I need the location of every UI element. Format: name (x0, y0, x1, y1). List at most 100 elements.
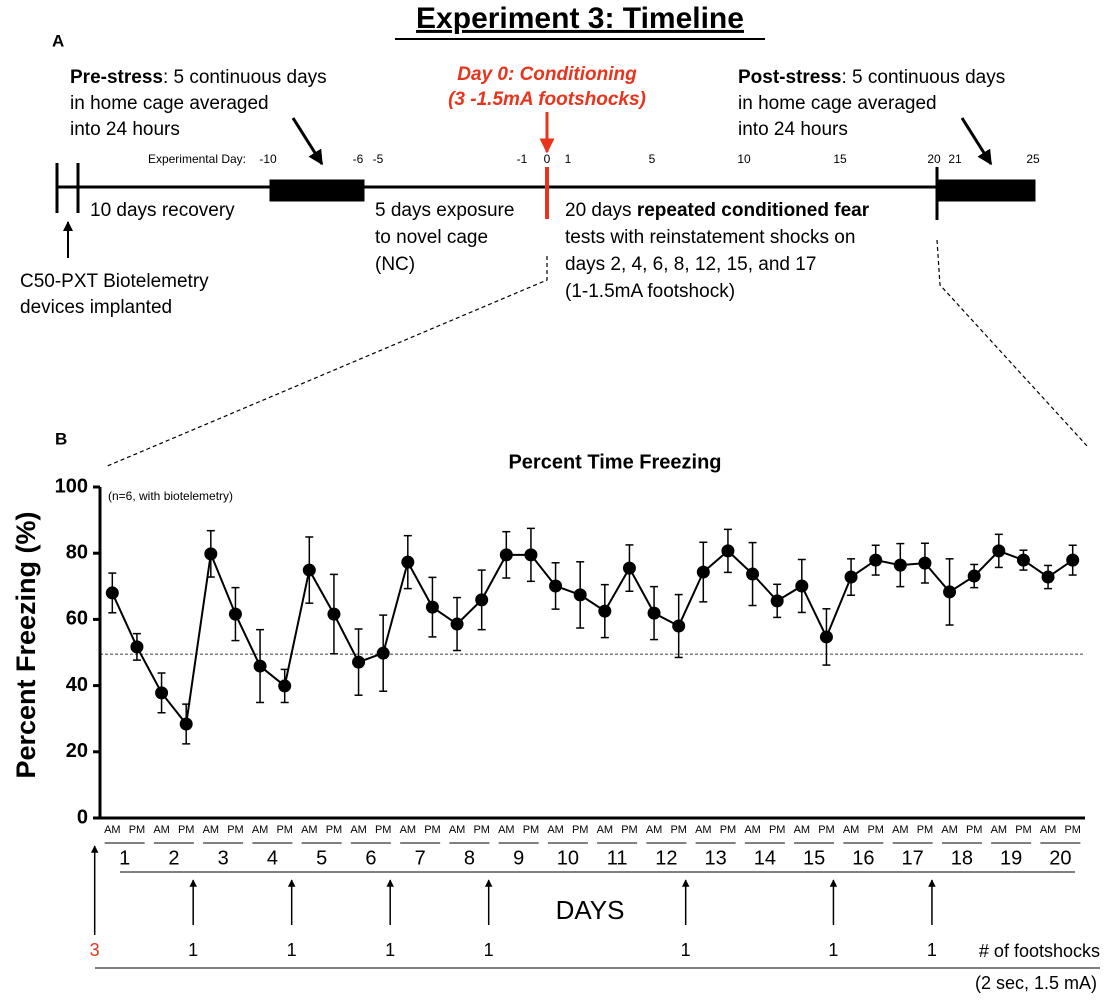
data-point (524, 548, 538, 562)
repeated-bold: repeated conditioned fear (637, 200, 870, 221)
x-tick-label: AM (991, 824, 1008, 836)
day-tick-label: 0 (544, 152, 551, 166)
data-point (1041, 570, 1055, 584)
post-stress-line: in home cage averaged (738, 93, 937, 114)
x-tick-label: AM (203, 824, 220, 836)
day-tick-label: 1 (565, 152, 572, 166)
x-tick-label: AM (400, 824, 417, 836)
day-label: 2 (168, 847, 179, 869)
day-tick-label: -6 (353, 152, 364, 166)
day-label: 3 (218, 847, 229, 869)
implant-text: C50-PXT Biotelemetry (20, 271, 209, 292)
day-label: 17 (902, 847, 924, 869)
day-tick-label: 15 (833, 152, 847, 166)
day-label: 19 (1000, 847, 1022, 869)
data-point (130, 640, 144, 654)
panel-label: B (55, 429, 67, 448)
arrow (291, 117, 324, 166)
data-point (598, 604, 612, 618)
data-point (155, 686, 169, 700)
y-tick-label: 20 (66, 740, 88, 762)
footshock-count: 1 (287, 940, 297, 960)
day-tick-label: 10 (737, 152, 751, 166)
day-label: 6 (365, 847, 376, 869)
day-tick-label: -1 (517, 152, 528, 166)
x-tick-label: PM (917, 824, 934, 836)
post-stress-block (936, 179, 1036, 202)
data-point (992, 544, 1006, 558)
data-point (475, 593, 489, 607)
x-tick-label: AM (794, 824, 811, 836)
pre-stress-block (269, 179, 365, 202)
pre-stress-bold: Pre-stress (70, 67, 163, 88)
y-tick-label: 40 (66, 674, 88, 696)
footshock-count: 1 (188, 940, 198, 960)
x-tick-label: PM (424, 824, 441, 836)
x-tick-label: AM (547, 824, 564, 836)
nc-text: (NC) (375, 254, 415, 275)
pre-stress-line: : 5 continuous days (163, 67, 327, 88)
day-label: Experimental Day: (148, 152, 246, 166)
x-tick-label: AM (449, 824, 466, 836)
day-label: 12 (655, 847, 677, 869)
x-tick-label: AM (843, 824, 860, 836)
day-label: 14 (754, 847, 776, 869)
footshock-count: 1 (484, 940, 494, 960)
x-tick-label: PM (178, 824, 195, 836)
repeated-text: 20 days repeated conditioned fear (565, 200, 870, 221)
data-point (228, 607, 242, 621)
day-tick-label: 25 (1026, 152, 1040, 166)
data-point (105, 586, 119, 600)
data-point (795, 579, 809, 593)
data-point (425, 600, 439, 614)
day-label: 4 (267, 847, 278, 869)
data-point (253, 659, 267, 673)
x-tick-label: AM (695, 824, 712, 836)
x-tick-label: AM (498, 824, 515, 836)
x-tick-label: AM (646, 824, 663, 836)
x-tick-label: PM (375, 824, 392, 836)
day-tick-label: 21 (948, 152, 962, 166)
x-tick-label: AM (252, 824, 269, 836)
nc-text: 5 days exposure (375, 200, 514, 221)
annotation: (n=6, with biotelemetry) (108, 489, 233, 503)
day-label: 20 (1049, 847, 1071, 869)
x-tick-label: PM (720, 824, 737, 836)
implant-text: devices implanted (20, 297, 172, 318)
day-label: 9 (513, 847, 524, 869)
x-tick-label: PM (818, 824, 835, 836)
x-tick-label: AM (104, 824, 121, 836)
zoom-line (104, 256, 548, 468)
x-tick-label: PM (326, 824, 343, 836)
post-stress-line: : 5 continuous days (842, 67, 1006, 88)
data-point (376, 646, 390, 660)
y-tick-label: 0 (77, 806, 88, 828)
data-point (770, 594, 784, 608)
data-point (893, 558, 907, 572)
x-tick-label: PM (227, 824, 244, 836)
data-point (401, 555, 415, 569)
timeline (55, 112, 1089, 468)
data-point (869, 553, 883, 567)
arrow (960, 117, 993, 166)
day-label: 10 (557, 847, 579, 869)
footshock-count: 1 (385, 940, 395, 960)
data-point (204, 547, 218, 561)
x-tick-label: PM (621, 824, 638, 836)
series-line (111, 549, 1074, 727)
footshock-count: 3 (90, 940, 100, 960)
post-stress-text: Post-stress: 5 continuous days (738, 67, 1005, 88)
data-point (672, 619, 686, 633)
data-point (352, 655, 366, 669)
x-tick-label: AM (350, 824, 367, 836)
y-axis-label: Percent Freezing (%) (11, 511, 41, 778)
data-point (278, 679, 292, 693)
data-point (721, 544, 735, 558)
data-point (943, 585, 957, 599)
data-point (327, 607, 341, 621)
x-tick-label: PM (1064, 824, 1081, 836)
x-tick-label: PM (966, 824, 983, 836)
conditioning-text: (3 -1.5mA footshocks) (448, 89, 646, 110)
data-point (647, 606, 661, 620)
